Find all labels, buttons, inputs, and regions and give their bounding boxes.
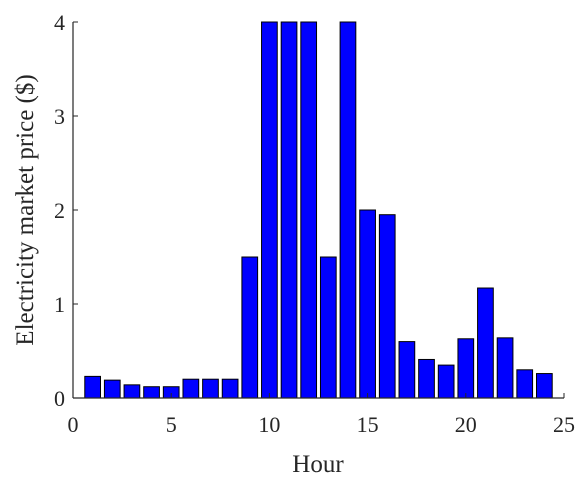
- bar-hour-4: [143, 386, 160, 399]
- x-tick-label: 5: [166, 412, 177, 437]
- y-axis-label: Electricity market price ($): [12, 74, 39, 345]
- bar-hour-8: [221, 378, 239, 399]
- bar-hour-7: [202, 378, 219, 399]
- bar-hour-17: [398, 341, 416, 399]
- bar-hour-1: [84, 375, 101, 399]
- y-tick-label: 4: [54, 10, 65, 35]
- y-tick-label: 1: [54, 292, 65, 317]
- bar-hour-18: [418, 358, 435, 399]
- bar-hour-10: [261, 21, 278, 399]
- bar-hour-13: [319, 256, 337, 399]
- bar-hour-20: [457, 338, 475, 399]
- bar-hour-24: [536, 373, 553, 399]
- bars-group: [84, 21, 553, 399]
- x-tick-label: 15: [357, 412, 379, 437]
- y-tick-label: 3: [54, 104, 65, 129]
- x-tick-label: 10: [258, 412, 280, 437]
- bar-hour-15: [359, 209, 376, 399]
- bar-hour-9: [241, 256, 259, 399]
- bar-hour-12: [300, 21, 318, 399]
- bar-hour-6: [182, 378, 200, 399]
- x-tick-label: 20: [455, 412, 477, 437]
- bar-hour-21: [477, 287, 494, 399]
- y-tick-label: 0: [54, 386, 65, 411]
- bar-hour-3: [123, 384, 141, 399]
- bar-hour-14: [339, 21, 357, 399]
- bar-hour-23: [516, 369, 534, 399]
- x-axis-label: Hour: [292, 451, 344, 477]
- bar-hour-2: [103, 379, 121, 399]
- bar-hour-11: [280, 21, 298, 399]
- x-ticks: 0 5 10 15 20 25: [68, 393, 575, 437]
- bar-hour-16: [378, 214, 396, 399]
- y-ticks: 0 1 2 3 4: [54, 10, 78, 411]
- x-tick-label: 0: [68, 412, 79, 437]
- bar-hour-19: [437, 364, 455, 399]
- x-tick-label: 25: [553, 412, 575, 437]
- bar-hour-22: [496, 337, 514, 399]
- y-tick-label: 2: [54, 198, 65, 223]
